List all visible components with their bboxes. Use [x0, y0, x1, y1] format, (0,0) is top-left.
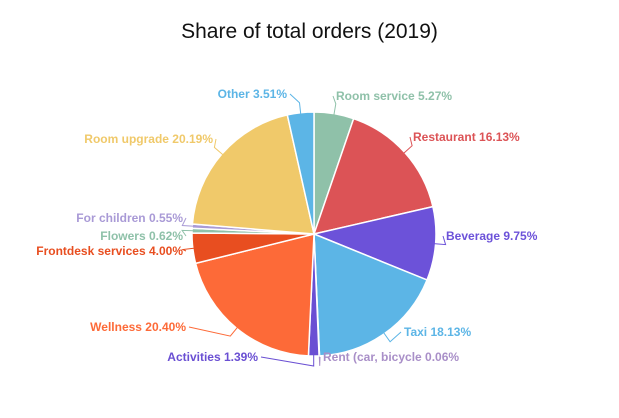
slice-label-frontdesk-services: Frontdesk services 4.00%: [36, 244, 183, 258]
slice-label-wellness: Wellness 20.40%: [90, 320, 186, 334]
leader-line-room-service: [332, 95, 337, 116]
slice-label-activities: Activities 1.39%: [167, 350, 258, 364]
leader-line-flowers: [181, 229, 195, 237]
slice-label-room-service: Room service 5.27%: [336, 89, 452, 103]
chart-title: Share of total orders (2019): [181, 20, 438, 43]
leader-line-taxi: [382, 331, 402, 343]
leader-line-rent-car-bicycle: [318, 353, 321, 366]
leader-line-beverage: [433, 235, 447, 246]
leader-line-restaurant: [402, 136, 413, 155]
slice-label-taxi: Taxi 18.13%: [404, 325, 471, 339]
leader-line-other: [289, 93, 302, 115]
slice-label-flowers: Flowers 0.62%: [100, 229, 183, 243]
leader-line-activities: [260, 354, 315, 367]
slice-label-room-upgrade: Room upgrade 20.19%: [84, 132, 213, 146]
leader-line-room-upgrade: [213, 138, 224, 156]
leader-line-wellness: [188, 326, 239, 337]
slice-label-other: Other 3.51%: [218, 87, 288, 101]
slice-label-restaurant: Restaurant 16.13%: [413, 130, 520, 144]
slice-label-for-children: For children 0.55%: [76, 211, 183, 225]
slice-label-beverage: Beverage 9.75%: [446, 229, 538, 243]
leader-line-frontdesk-services: [181, 247, 195, 252]
slice-label-rent-car-bicycle: Rent (car, bicycle 0.06%: [323, 350, 459, 364]
leader-line-for-children: [181, 217, 195, 227]
